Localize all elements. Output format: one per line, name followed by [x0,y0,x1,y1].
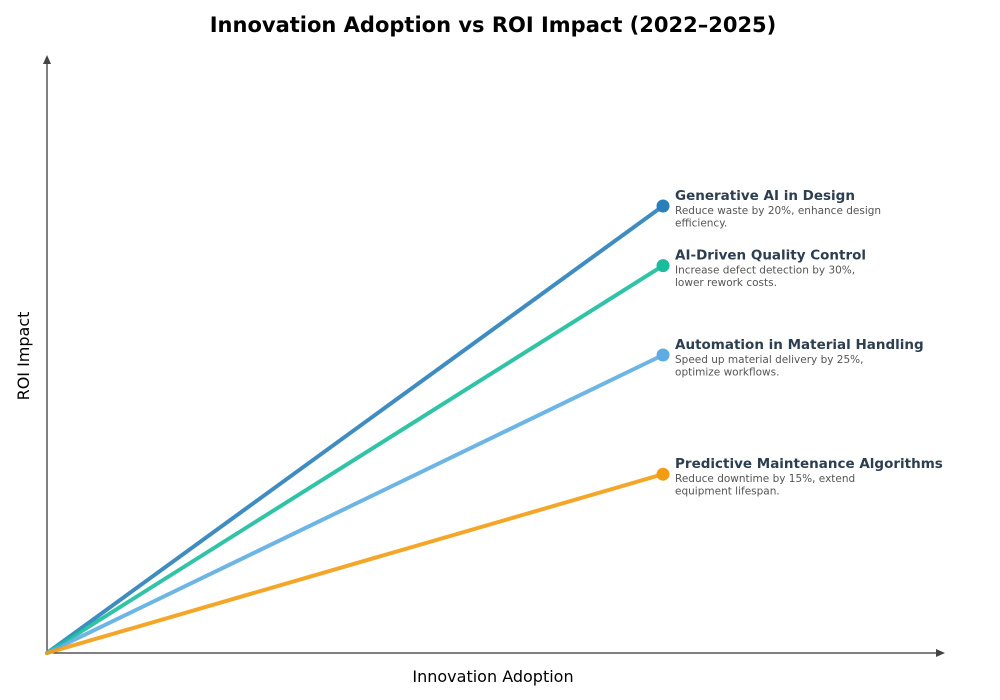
series-line-1 [45,263,666,655]
series-endpoint-1 [656,259,670,273]
series-description-1: Increase defect detection by 30%, [675,265,855,277]
series-description-3: equipment lifespan. [675,486,780,498]
series-line-2 [45,353,666,655]
series-label-3: Predictive Maintenance Algorithms [675,456,943,472]
series-endpoint-2 [656,348,670,362]
series-endpoint-3 [656,467,670,481]
series-description-3: Reduce downtime by 15%, extend [675,473,855,485]
series-line-0 [45,204,666,655]
series-description-0: efficiency. [675,218,727,230]
series-label-0: Generative AI in Design [675,188,855,204]
chart-title: Innovation Adoption vs ROI Impact (2022–… [210,13,777,37]
series-endpoint-0 [656,199,670,213]
series-label-1: AI-Driven Quality Control [675,248,866,264]
x-axis-arrow-icon [936,649,945,657]
series-description-1: lower rework costs. [675,277,777,289]
series-description-0: Reduce waste by 20%, enhance design [675,205,881,217]
x-axis-label: Innovation Adoption [412,667,573,686]
y-axis-label: ROI Impact [14,312,33,401]
series-description-2: optimize workflows. [675,367,779,379]
y-axis-arrow-icon [43,55,51,64]
series-description-2: Speed up material delivery by 25%, [675,354,863,366]
series-label-2: Automation in Material Handling [675,337,924,353]
series-line-3 [45,472,666,655]
